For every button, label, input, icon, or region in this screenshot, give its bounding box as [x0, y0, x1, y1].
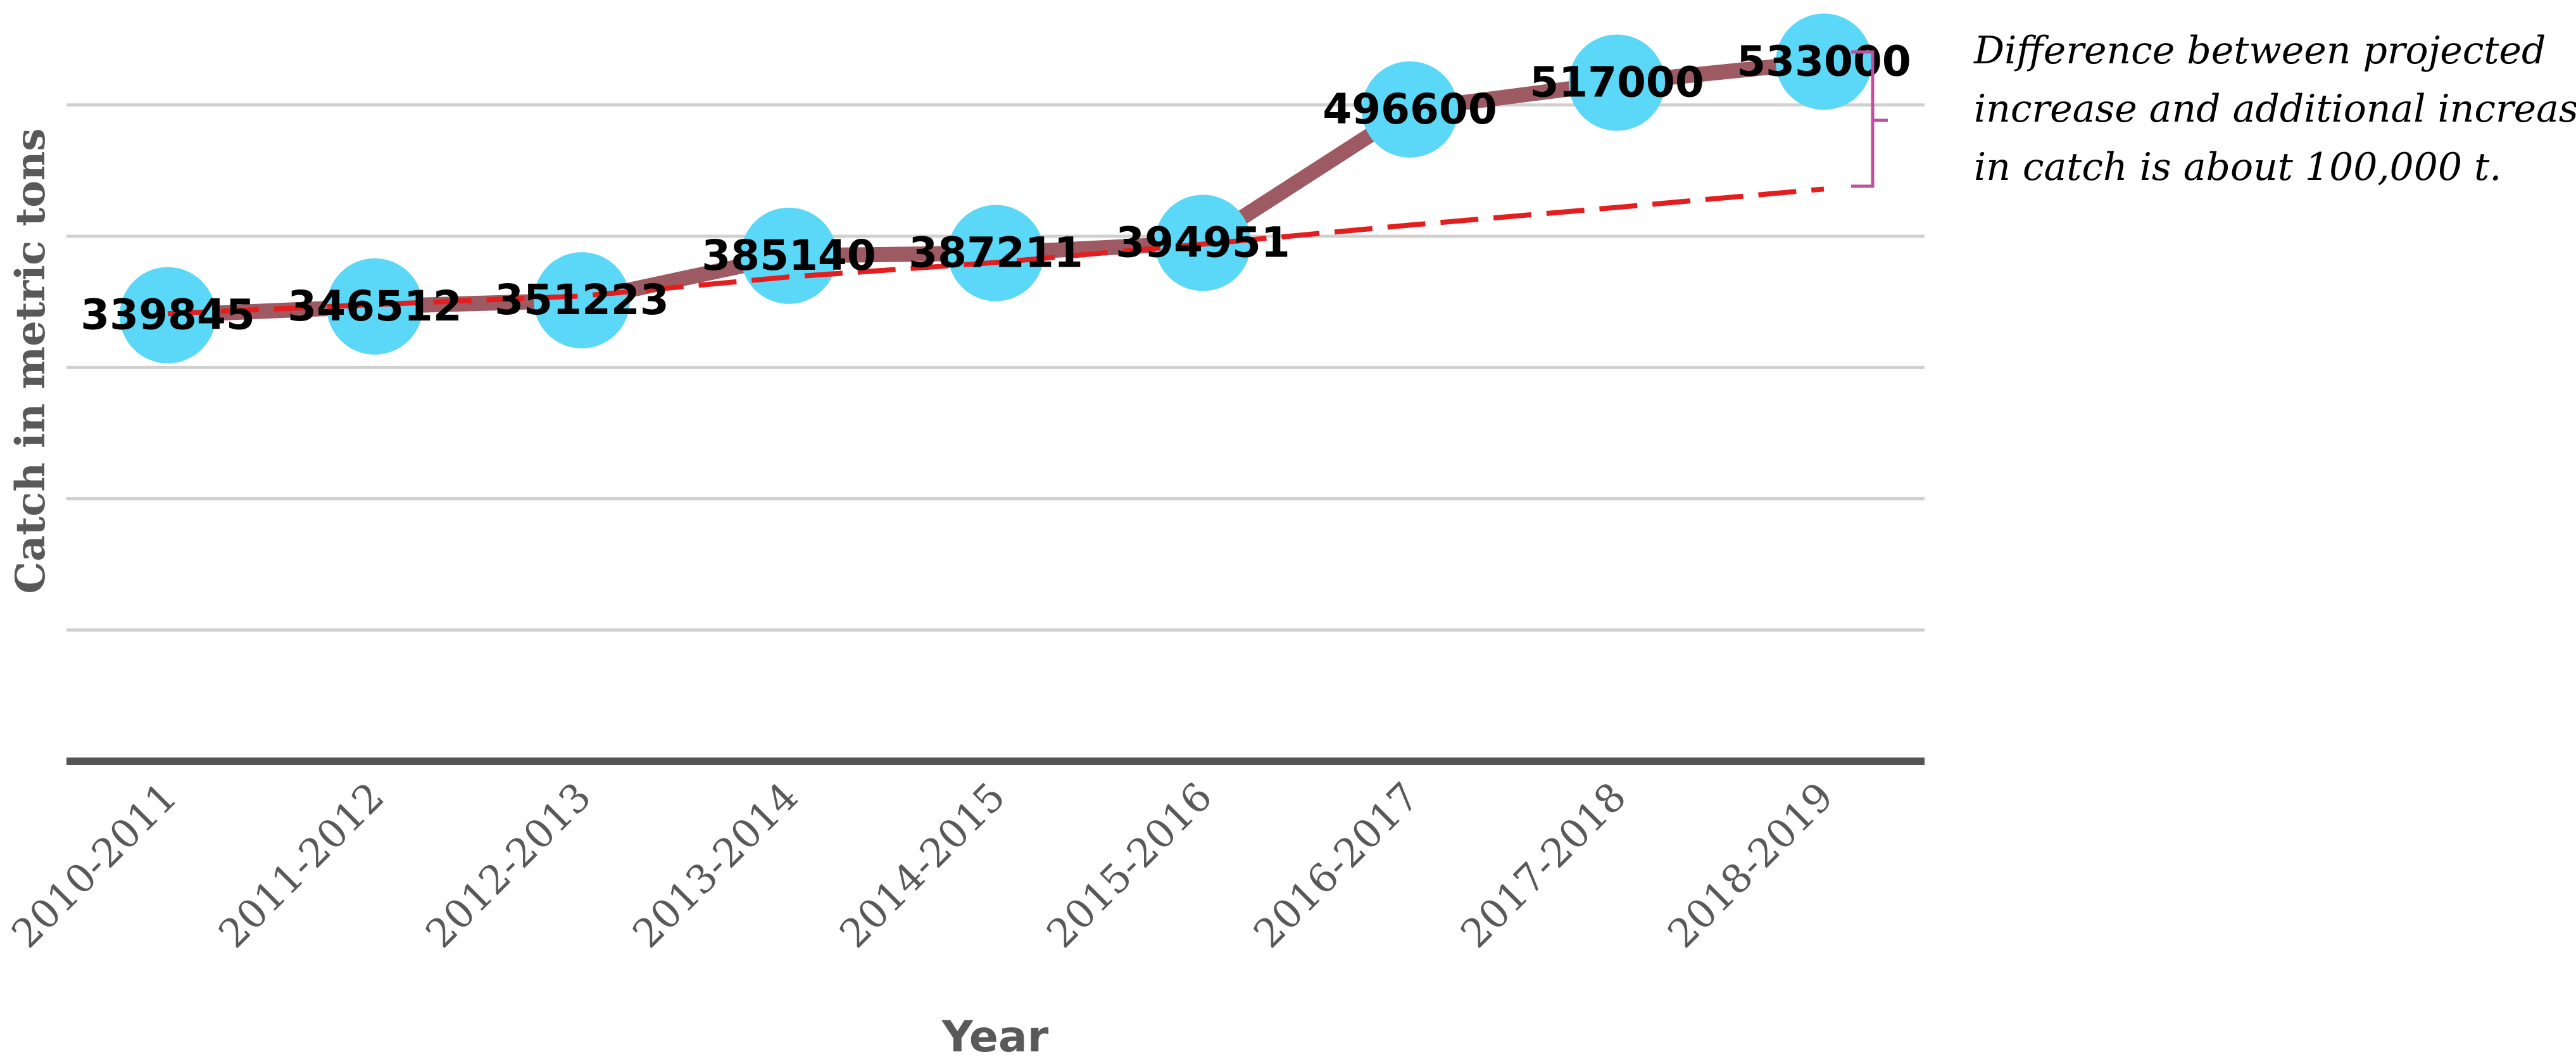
- data-point-marker: [327, 258, 423, 355]
- annotation-line-1: Difference between projected: [1973, 29, 2546, 73]
- gridlines: [66, 103, 1925, 632]
- data-label: 533000: [1737, 37, 1911, 86]
- data-label: 394951: [1115, 218, 1290, 267]
- data-point-marker: [1776, 13, 1872, 110]
- data-point-marker: [948, 205, 1044, 301]
- data-point-marker: [1569, 34, 1665, 131]
- x-tick-label: 2016-2017: [1245, 773, 1428, 957]
- x-tick-label: 2014-2015: [831, 773, 1014, 957]
- series-group: [120, 13, 1872, 364]
- y-axis-title: Catch in metric tons: [7, 129, 54, 594]
- data-label: 517000: [1530, 58, 1704, 107]
- trendline: [167, 186, 1825, 317]
- data-label: 351223: [494, 276, 669, 324]
- x-tick-label: 2012-2013: [417, 773, 600, 957]
- x-tick-label: 2011-2012: [210, 773, 393, 957]
- trendline-group: 339845 346512 351223 385140 387211 394951 4966…: [80, 37, 1911, 339]
- data-label: 385140: [701, 231, 876, 280]
- difference-bracket: [1851, 50, 1888, 188]
- x-tick-label: 2017-2018: [1452, 773, 1635, 957]
- x-tick-label: 2013-2014: [624, 773, 807, 957]
- data-point-marker: [1362, 61, 1458, 158]
- data-label: 387211: [908, 229, 1083, 277]
- data-point-marker: [534, 252, 630, 349]
- x-tick-labels: 2010-2011 2011-2012 2012-2013 2013-2014 2014…: [3, 773, 1842, 957]
- x-axis-title: Year: [941, 1012, 1049, 1059]
- annotation-line-3: in catch is about 100,000 t.: [1974, 145, 2501, 189]
- annotation-line-2: increase and additional increase: [1974, 87, 2576, 131]
- x-tick-label: 2018-2019: [1659, 773, 1842, 957]
- data-label: 346512: [287, 282, 462, 331]
- x-tick-label: 2010-2011: [3, 773, 186, 957]
- data-label: 339845: [80, 291, 255, 339]
- data-label: 496600: [1323, 85, 1497, 134]
- x-tick-label: 2015-2016: [1038, 773, 1221, 957]
- annotation-note: Difference between projected increase an…: [1973, 29, 2576, 189]
- data-point-marker: [120, 267, 216, 364]
